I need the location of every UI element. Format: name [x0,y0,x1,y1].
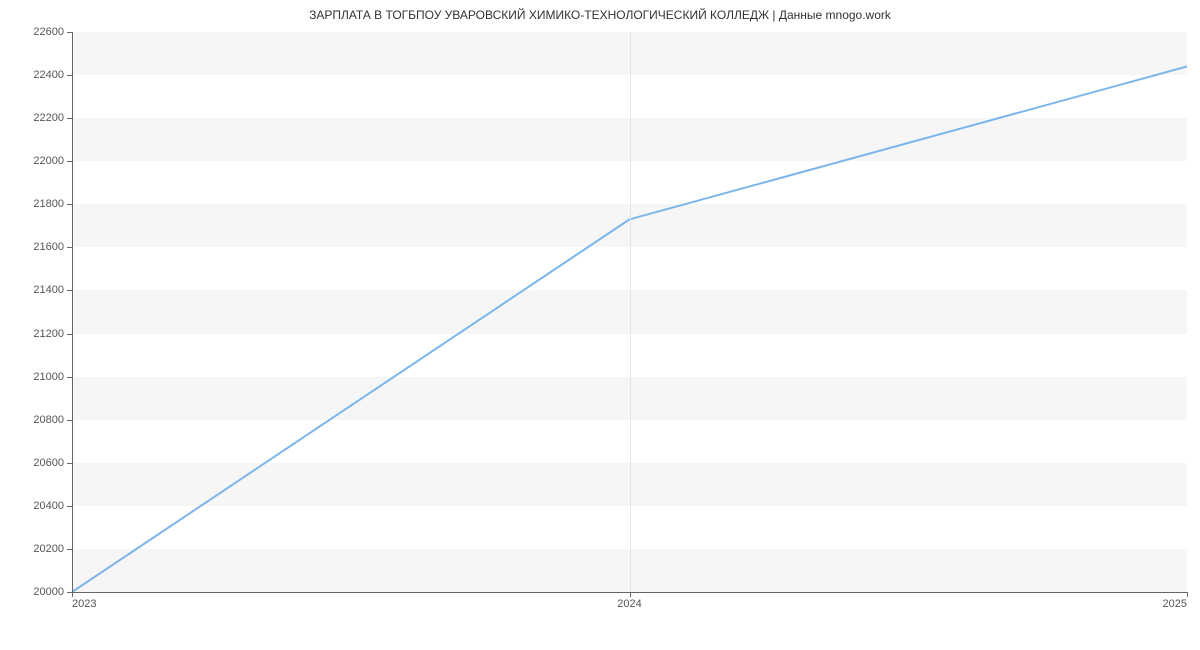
x-tick-mark [630,592,631,597]
y-tick-mark [67,161,72,162]
y-tick-mark [67,204,72,205]
y-tick-mark [67,334,72,335]
y-tick-mark [67,549,72,550]
y-tick-mark [67,377,72,378]
y-tick-mark [67,247,72,248]
y-tick-mark [67,290,72,291]
plot-area: 2000020200204002060020800210002120021400… [72,32,1187,592]
y-tick-mark [67,118,72,119]
x-tick-mark [72,592,73,597]
y-tick-mark [67,506,72,507]
y-tick-mark [67,75,72,76]
y-tick-mark [67,420,72,421]
x-tick-mark [1187,592,1188,597]
chart-title: ЗАРПЛАТА В ТОГБПОУ УВАРОВСКИЙ ХИМИКО-ТЕХ… [0,8,1200,22]
x-gridline [630,32,631,592]
y-axis-line [72,32,73,592]
x-tick-label: 2025 [1163,592,1187,610]
x-tick-label: 2023 [72,592,96,610]
y-tick-mark [67,32,72,33]
y-tick-mark [67,463,72,464]
salary-line-chart: ЗАРПЛАТА В ТОГБПОУ УВАРОВСКИЙ ХИМИКО-ТЕХ… [0,0,1200,650]
